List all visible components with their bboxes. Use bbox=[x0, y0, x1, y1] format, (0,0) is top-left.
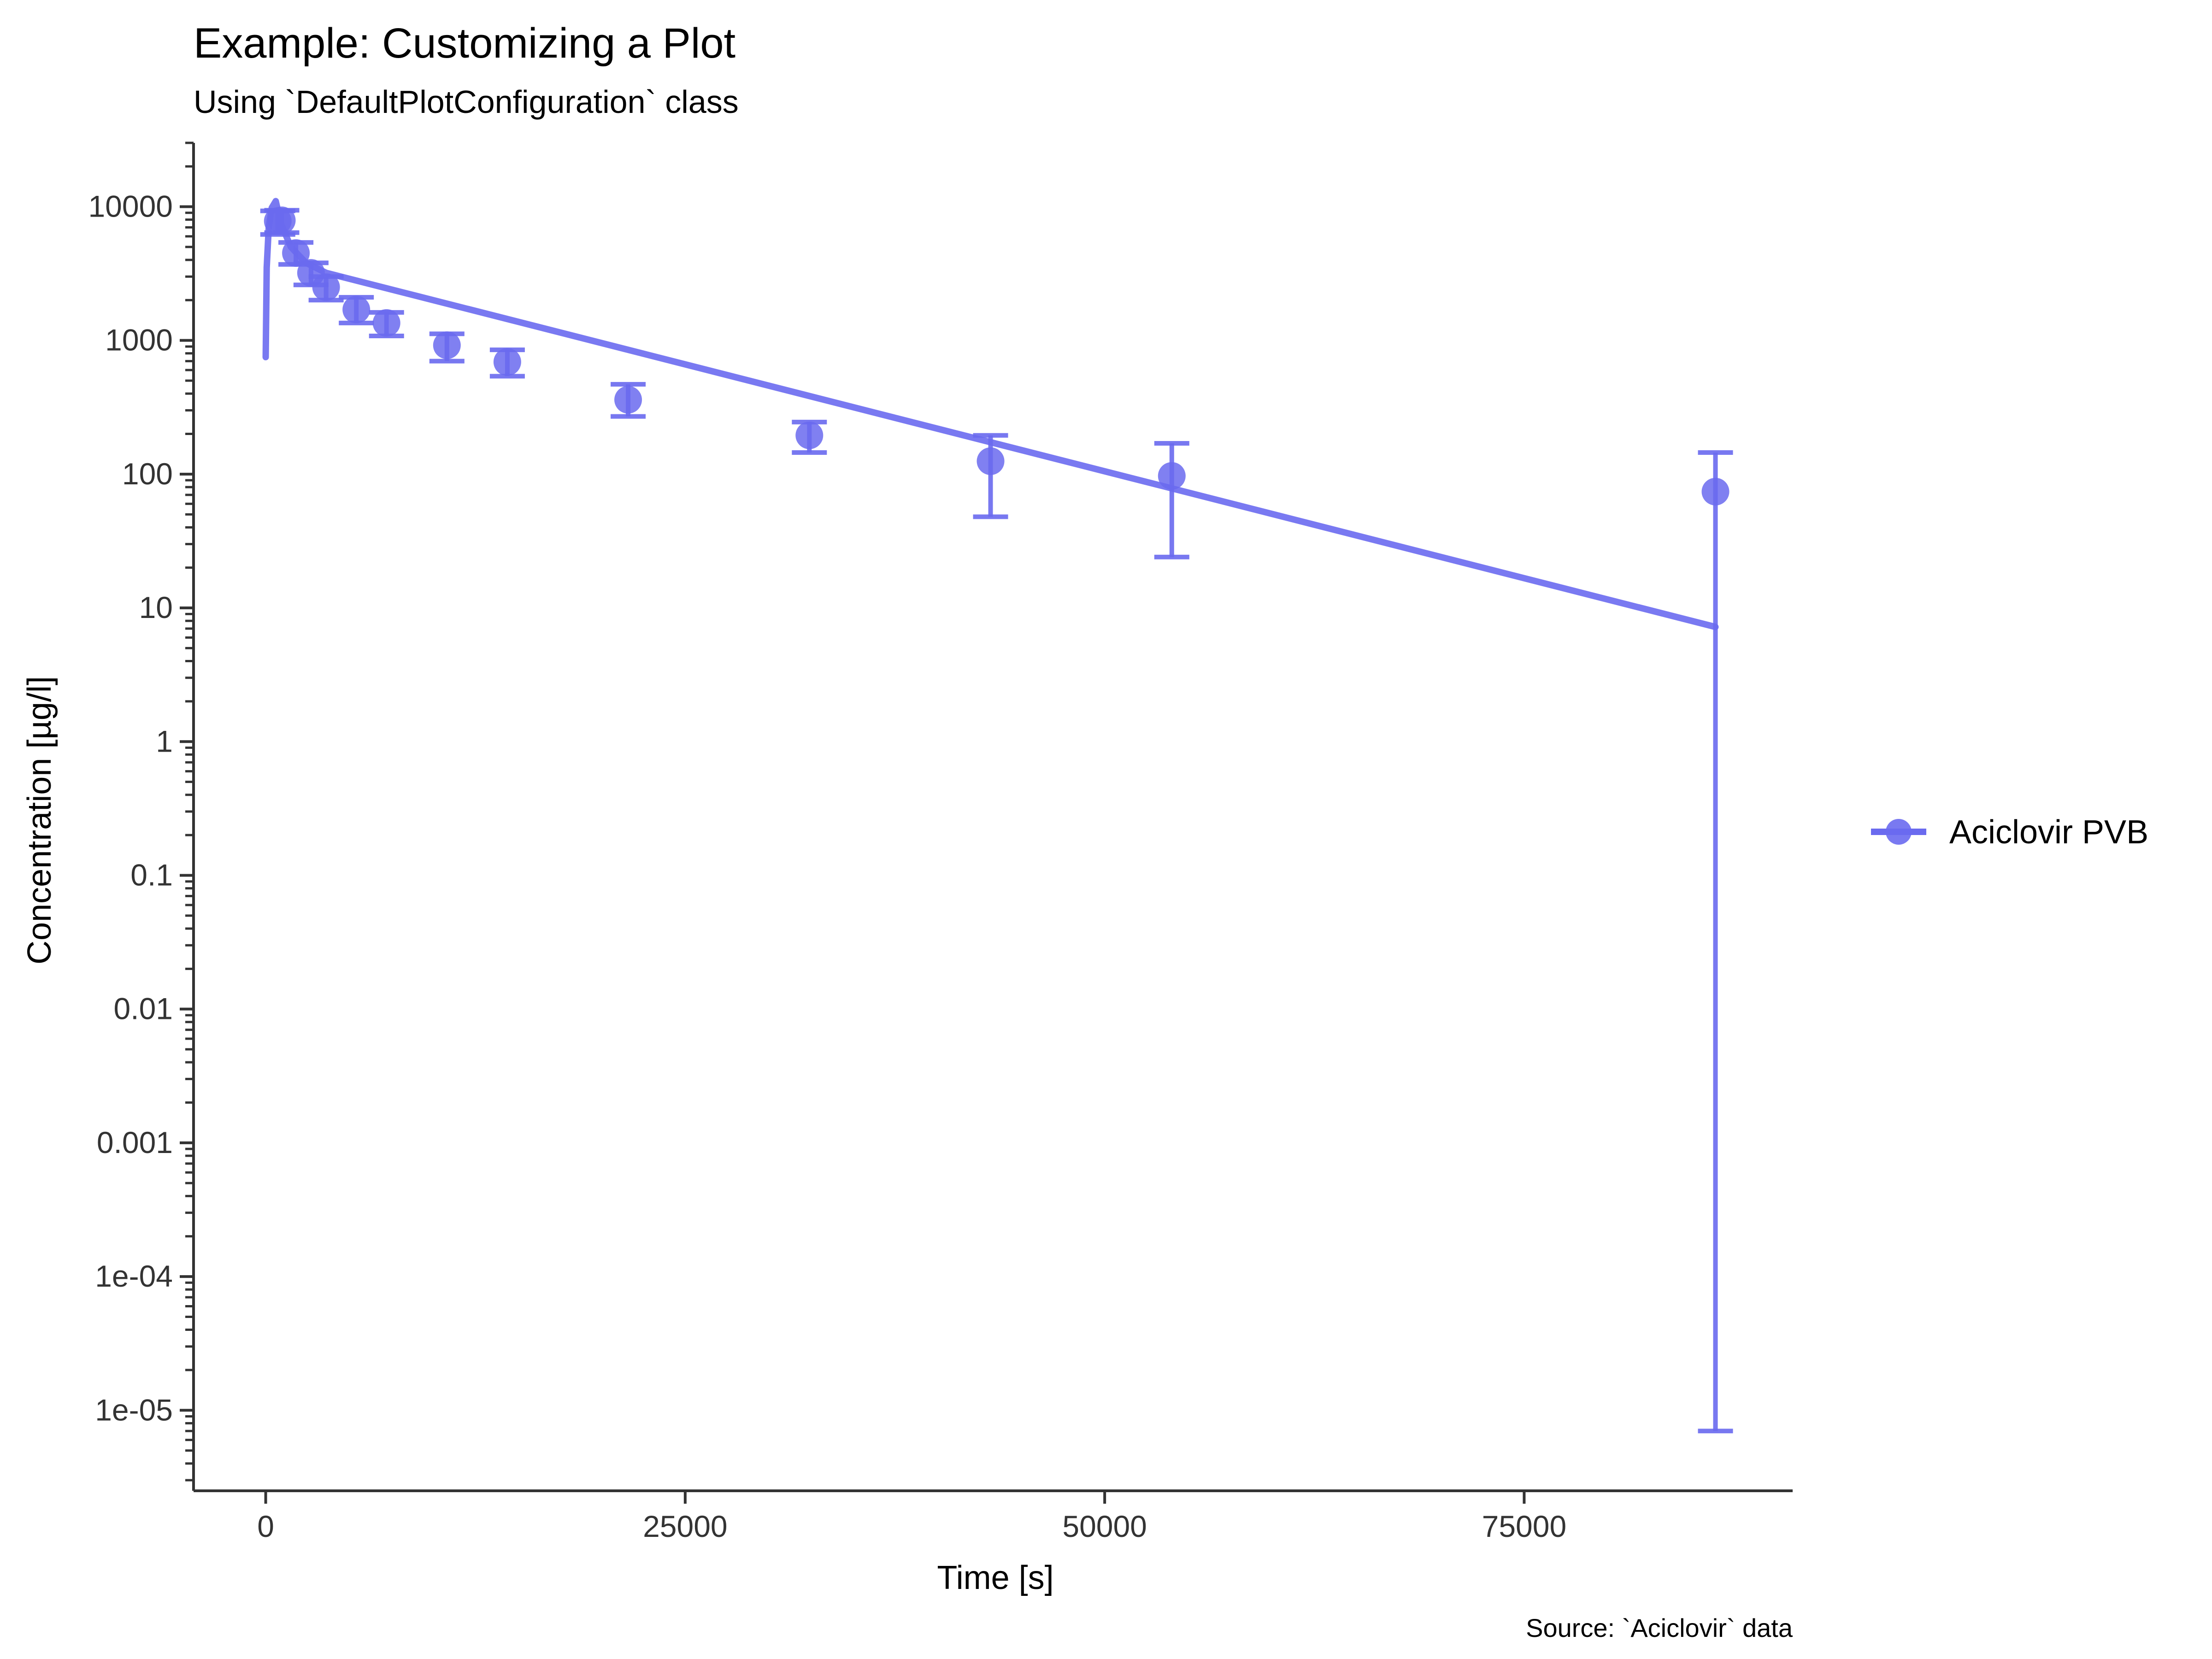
y-tick-label: 10 bbox=[139, 590, 173, 624]
y-axis-title: Concentration [µg/l] bbox=[21, 676, 58, 965]
y-tick-label: 100 bbox=[122, 457, 173, 491]
data-point bbox=[1701, 477, 1730, 506]
data-point bbox=[795, 421, 824, 449]
data-point bbox=[1158, 462, 1186, 490]
y-tick-label: 1e-04 bbox=[95, 1259, 173, 1293]
x-tick-label: 75000 bbox=[1482, 1509, 1567, 1543]
simulated-line bbox=[262, 198, 1719, 630]
y-axis: 1e-05 1e-04 0.001 0.01 0.1 1 10 100 1000 10000 bbox=[88, 141, 195, 1491]
series-layer bbox=[260, 198, 1733, 1434]
data-point bbox=[614, 386, 642, 414]
y-tick-label: 0.01 bbox=[114, 992, 173, 1026]
legend-point-key bbox=[1886, 819, 1912, 845]
x-tick-label: 50000 bbox=[1062, 1509, 1147, 1543]
data-point bbox=[312, 273, 340, 301]
legend: Aciclovir PVB bbox=[1871, 814, 2148, 851]
data-point bbox=[493, 348, 521, 376]
data-point bbox=[268, 206, 296, 235]
x-tick-label: 0 bbox=[257, 1509, 274, 1543]
x-axis-title: Time [s] bbox=[937, 1559, 1053, 1596]
data-point bbox=[372, 309, 400, 337]
y-tick-label: 1 bbox=[156, 724, 173, 758]
data-point bbox=[342, 295, 371, 324]
x-axis: 0 25000 50000 75000 bbox=[194, 1489, 1793, 1543]
data-point bbox=[433, 331, 461, 359]
x-tick-label: 25000 bbox=[643, 1509, 728, 1543]
y-tick-label: 0.1 bbox=[130, 858, 173, 892]
chart-subtitle: Using `DefaultPlotConfiguration` class bbox=[194, 84, 739, 120]
y-tick-label: 1000 bbox=[105, 323, 173, 357]
chart-caption: Source: `Aciclovir` data bbox=[1526, 1613, 1793, 1642]
y-tick-label: 0.001 bbox=[97, 1125, 173, 1159]
data-point bbox=[977, 447, 1005, 475]
chart-title: Example: Customizing a Plot bbox=[194, 20, 735, 67]
y-tick-label: 10000 bbox=[88, 189, 173, 223]
y-tick-label: 1e-05 bbox=[95, 1393, 173, 1427]
data-point bbox=[282, 239, 310, 267]
legend-label: Aciclovir PVB bbox=[1949, 814, 2148, 851]
